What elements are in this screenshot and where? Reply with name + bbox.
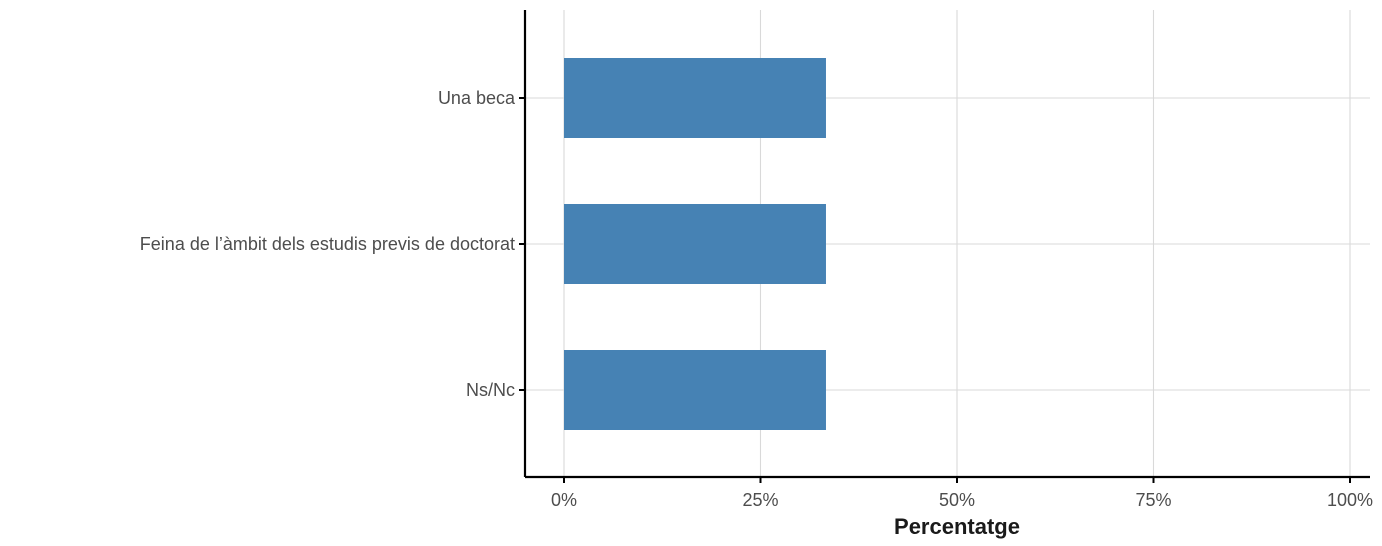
x-tick-label: 25% bbox=[742, 490, 778, 510]
bar bbox=[564, 58, 826, 138]
bar bbox=[564, 350, 826, 430]
y-tick-label: Feina de l’àmbit dels estudis previs de … bbox=[140, 234, 515, 254]
x-tick-label: 50% bbox=[939, 490, 975, 510]
tick-marks bbox=[519, 97, 1351, 483]
tick-labels: Una beca Feina de l’àmbit dels estudis pr… bbox=[140, 88, 1373, 510]
y-tick-label: Una beca bbox=[438, 88, 516, 108]
bars bbox=[564, 58, 826, 430]
x-tick-label: 0% bbox=[551, 490, 577, 510]
x-axis-title: Percentatge bbox=[894, 514, 1020, 539]
x-tick-label: 100% bbox=[1327, 490, 1373, 510]
y-tick-label: Ns/Nc bbox=[466, 380, 515, 400]
bar bbox=[564, 204, 826, 284]
x-tick-label: 75% bbox=[1135, 490, 1171, 510]
